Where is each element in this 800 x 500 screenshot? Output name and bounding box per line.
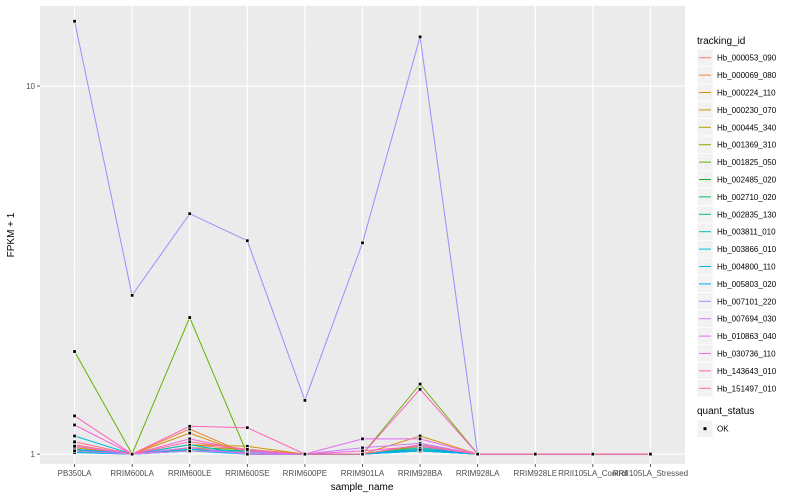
- data-point: [476, 452, 480, 456]
- legend-title: tracking_id: [697, 36, 745, 47]
- data-point: [418, 434, 422, 438]
- legend-label: Hb_002710_020: [717, 193, 777, 202]
- data-point: [73, 19, 76, 23]
- legend-label: Hb_000053_090: [717, 54, 777, 63]
- data-point: [130, 293, 134, 297]
- legend-label: Hb_003811_010: [717, 228, 776, 237]
- data-point: [73, 434, 76, 438]
- data-point: [73, 423, 76, 427]
- data-point: [361, 437, 364, 441]
- data-point: [591, 452, 595, 456]
- data-point: [188, 449, 192, 453]
- data-point: [245, 426, 249, 430]
- grid-lines: [40, 6, 685, 464]
- legend-label: Hb_000069_080: [717, 71, 777, 80]
- legend-label: Hb_000224_110: [717, 89, 776, 98]
- legend-label: Hb_004800_110: [717, 263, 776, 272]
- x-tick-label: RRIM928LE: [513, 469, 557, 478]
- data-point: [130, 452, 134, 456]
- legend-label: Hb_007694_030: [717, 315, 777, 324]
- data-point: [418, 35, 422, 39]
- data-point: [418, 382, 422, 386]
- data-point: [245, 239, 249, 243]
- data-point: [73, 414, 76, 418]
- legend-label: Hb_151497_010: [717, 384, 777, 393]
- data-point: [361, 452, 364, 456]
- data-point: [188, 437, 192, 441]
- legend-label: Hb_000445_340: [717, 123, 777, 132]
- legend-quant-status: quant_status OK: [696, 406, 754, 438]
- data-point: [303, 452, 307, 456]
- x-tick-label: RRIM901LA: [341, 469, 385, 478]
- x-tick-label: RRIM928LA: [456, 469, 500, 478]
- legend2-title: quant_status: [697, 406, 754, 417]
- x-tick-label: RRIM600PE: [283, 469, 327, 478]
- legend-label: Hb_010863_040: [717, 332, 777, 341]
- legend-label: Hb_143643_010: [717, 367, 777, 376]
- data-point: [73, 449, 76, 453]
- data-point: [73, 444, 76, 448]
- legend-label: Hb_002485_020: [717, 176, 777, 185]
- data-points: [72, 19, 653, 457]
- data-point: [361, 449, 364, 453]
- data-point: [188, 446, 192, 450]
- legend-tracking-id: tracking_id Hb_000053_090 Hb_000069_080 Hb…: [696, 36, 777, 398]
- data-point: [188, 443, 192, 447]
- data-point: [649, 452, 652, 456]
- data-point: [418, 387, 422, 391]
- data-point: [418, 447, 422, 451]
- legend-label: Hb_001825_050: [717, 158, 777, 167]
- data-point: [188, 316, 192, 319]
- data-point: [418, 443, 422, 447]
- x-axis-title: sample_name: [331, 482, 394, 493]
- x-tick-label: RRII105LA_Stressed: [613, 469, 688, 478]
- x-tick-label: RRIM600SE: [225, 469, 269, 478]
- x-tick-label: PB350LA: [58, 469, 92, 478]
- data-point: [73, 350, 76, 353]
- x-tick-label: RRIM600LE: [168, 469, 212, 478]
- y-axis-title: FPKM + 1: [6, 212, 17, 257]
- data-point: [533, 452, 537, 456]
- legend-label: Hb_003866_010: [717, 245, 777, 254]
- data-point: [188, 424, 192, 428]
- data-point: [188, 427, 192, 431]
- legend2-label: OK: [717, 425, 729, 434]
- legend-label: Hb_000230_070: [717, 106, 777, 115]
- data-point: [303, 398, 307, 402]
- legend-label: Hb_007101_220: [717, 297, 777, 306]
- data-point: [188, 212, 192, 216]
- legend-label: Hb_001369_310: [717, 141, 777, 150]
- data-point: [188, 440, 192, 444]
- y-axis: 1 10: [26, 82, 40, 459]
- legend-label: Hb_030736_110: [717, 350, 776, 359]
- data-point: [361, 241, 364, 245]
- data-point: [73, 440, 76, 444]
- x-tick-label: RRIM928BA: [398, 469, 443, 478]
- x-tick-label: RRII105LA_Control: [558, 469, 628, 478]
- data-point: [418, 437, 422, 441]
- legend-label: Hb_005803_020: [717, 280, 777, 289]
- data-point: [361, 446, 364, 450]
- data-point: [188, 431, 192, 435]
- x-axis: PB350LA RRIM600LA RRIM600LE RRIM600SE RRIM60…: [58, 464, 688, 478]
- data-point: [245, 447, 249, 451]
- legend2-key-marker: [703, 427, 707, 431]
- x-tick-label: RRIM600LA: [110, 469, 154, 478]
- data-point: [245, 444, 249, 448]
- data-point: [245, 452, 249, 456]
- y-tick-label: 1: [31, 450, 36, 459]
- legend-label: Hb_002835_130: [717, 210, 777, 219]
- y-tick-label: 10: [26, 82, 35, 91]
